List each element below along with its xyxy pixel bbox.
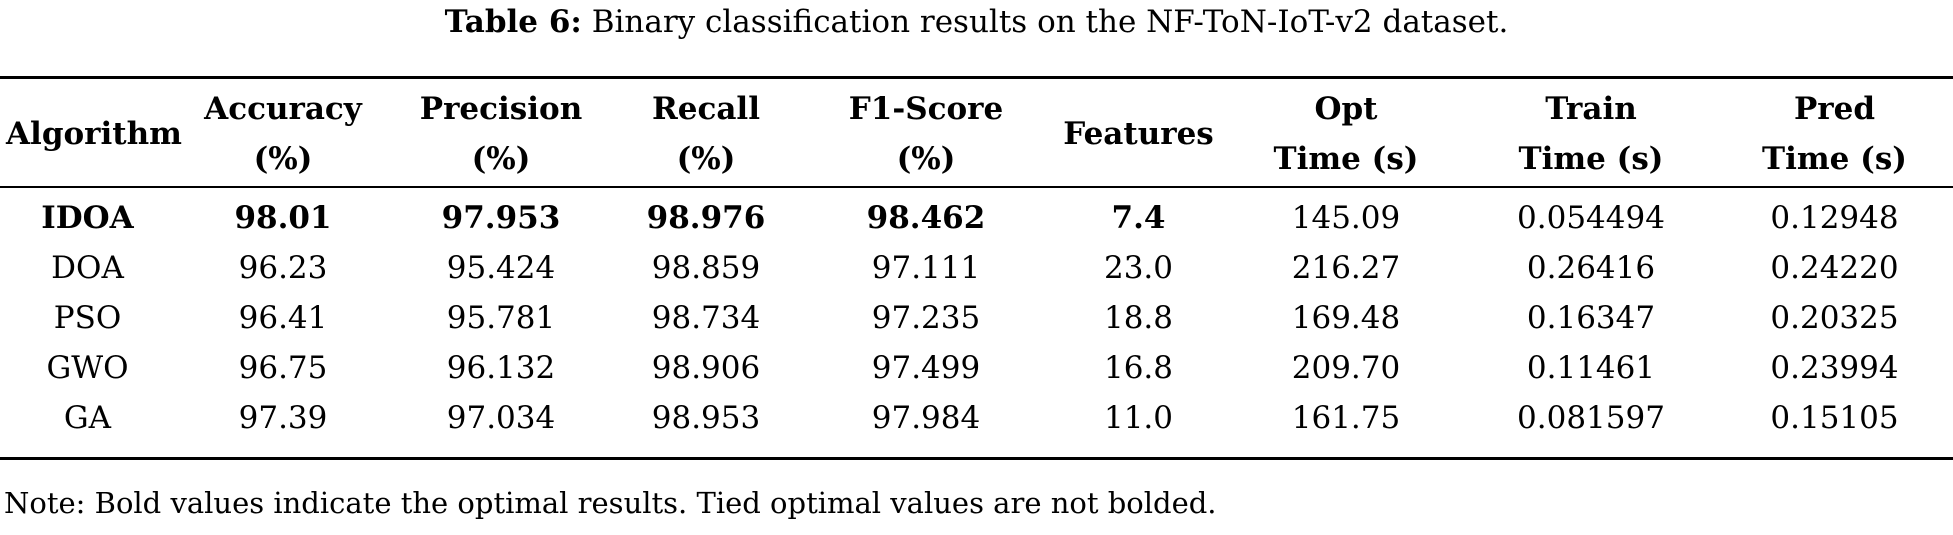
column-header-line2: Time (s) — [1762, 140, 1907, 177]
column-header-algorithm: Algorithm — [0, 82, 182, 185]
column-header-line1: Recall — [651, 90, 760, 127]
table-row-ga: GA 97.39 97.034 98.953 97.984 11.0 161.7… — [0, 393, 1953, 443]
cell-train-time: 0.054494 — [1517, 200, 1665, 236]
table-row-doa: DOA 96.23 95.424 98.859 97.111 23.0 216.… — [0, 243, 1953, 293]
table-caption-label: Table 6: — [444, 4, 582, 40]
cell-f1: 97.499 — [871, 350, 981, 386]
cell-precision: 97.953 — [441, 200, 561, 236]
column-header-line2: Time (s) — [1273, 140, 1419, 177]
column-header-line2: (%) — [676, 140, 736, 177]
table-row-gwo: GWO 96.75 96.132 98.906 97.499 16.8 209.… — [0, 343, 1953, 393]
cell-accuracy: 96.41 — [238, 300, 328, 336]
cell-f1: 97.235 — [871, 300, 981, 336]
column-header-accuracy: Accuracy (%) — [175, 82, 391, 185]
column-header-line2: (%) — [471, 140, 531, 177]
cell-precision: 96.132 — [446, 350, 556, 386]
cell-precision: 95.781 — [446, 300, 556, 336]
cell-f1: 97.111 — [871, 250, 981, 286]
cell-algorithm: IDOA — [41, 200, 134, 236]
column-header-line2: (%) — [253, 140, 313, 177]
cell-train-time: 0.26416 — [1526, 250, 1656, 286]
column-header-features: Features — [1051, 82, 1226, 185]
column-header-line2: Time (s) — [1518, 140, 1664, 177]
cell-accuracy: 96.75 — [238, 350, 328, 386]
results-table: Algorithm Accuracy (%) Precision (%) Rec… — [0, 82, 1953, 443]
cell-pred-time: 0.12948 — [1770, 200, 1899, 236]
column-header-opt-time: Opt Time (s) — [1226, 82, 1466, 185]
cell-accuracy: 97.39 — [238, 400, 328, 436]
cell-train-time: 0.11461 — [1526, 350, 1656, 386]
cell-features: 7.4 — [1111, 200, 1166, 236]
cell-recall: 98.953 — [651, 400, 761, 436]
table-bottom-rule — [0, 457, 1953, 460]
cell-pred-time: 0.23994 — [1770, 350, 1899, 386]
cell-features: 18.8 — [1103, 300, 1174, 336]
column-header-line1: Train — [1545, 90, 1637, 127]
column-header-line1: F1-Score — [848, 90, 1004, 127]
cell-f1: 98.462 — [866, 200, 986, 236]
column-header-line1: Precision — [419, 90, 583, 127]
column-header-line1: Features — [1063, 115, 1214, 152]
cell-recall: 98.906 — [651, 350, 761, 386]
cell-train-time: 0.16347 — [1526, 300, 1656, 336]
cell-features: 23.0 — [1103, 250, 1174, 286]
cell-algorithm: GA — [63, 400, 112, 436]
cell-recall: 98.976 — [646, 200, 766, 236]
cell-train-time: 0.081597 — [1517, 400, 1665, 436]
cell-recall: 98.734 — [651, 300, 761, 336]
cell-algorithm: PSO — [53, 300, 122, 336]
cell-opt-time: 169.48 — [1291, 300, 1401, 336]
column-header-line1: Accuracy — [204, 90, 362, 127]
table-note: Note: Bold values indicate the optimal r… — [4, 486, 1217, 520]
column-header-pred-time: Pred Time (s) — [1716, 82, 1953, 185]
cell-opt-time: 145.09 — [1291, 200, 1401, 236]
table-row-pso: PSO 96.41 95.781 98.734 97.235 18.8 169.… — [0, 293, 1953, 343]
cell-opt-time: 209.70 — [1291, 350, 1401, 386]
cell-pred-time: 0.15105 — [1770, 400, 1899, 436]
cell-precision: 97.034 — [446, 400, 556, 436]
cell-opt-time: 216.27 — [1291, 250, 1401, 286]
header-row: Algorithm Accuracy (%) Precision (%) Rec… — [0, 82, 1953, 185]
cell-features: 16.8 — [1103, 350, 1174, 386]
cell-pred-time: 0.20325 — [1770, 300, 1899, 336]
cell-recall: 98.859 — [651, 250, 761, 286]
cell-f1: 97.984 — [871, 400, 981, 436]
cell-accuracy: 96.23 — [238, 250, 328, 286]
column-header-recall: Recall (%) — [611, 82, 801, 185]
cell-algorithm: DOA — [51, 250, 124, 286]
table-header-rule — [0, 186, 1953, 188]
column-header-f1-score: F1-Score (%) — [801, 82, 1051, 185]
cell-algorithm: GWO — [46, 350, 129, 386]
cell-opt-time: 161.75 — [1291, 400, 1401, 436]
table-row-idoa: IDOA 98.01 97.953 98.976 98.462 7.4 145.… — [0, 185, 1953, 243]
table-top-rule — [0, 76, 1953, 79]
cell-pred-time: 0.24220 — [1770, 250, 1899, 286]
cell-accuracy: 98.01 — [234, 200, 332, 236]
column-header-line1: Pred — [1793, 90, 1876, 127]
column-header-line1: Algorithm — [6, 115, 182, 152]
column-header-line2: (%) — [896, 140, 956, 177]
column-header-line1: Opt — [1314, 90, 1378, 127]
table-caption: Table 6: Binary classification results o… — [0, 2, 1953, 42]
cell-precision: 95.424 — [446, 250, 556, 286]
table-caption-text: Binary classification results on the NF-… — [591, 4, 1509, 40]
column-header-train-time: Train Time (s) — [1466, 82, 1716, 185]
cell-features: 11.0 — [1103, 400, 1174, 436]
column-header-precision: Precision (%) — [391, 82, 611, 185]
